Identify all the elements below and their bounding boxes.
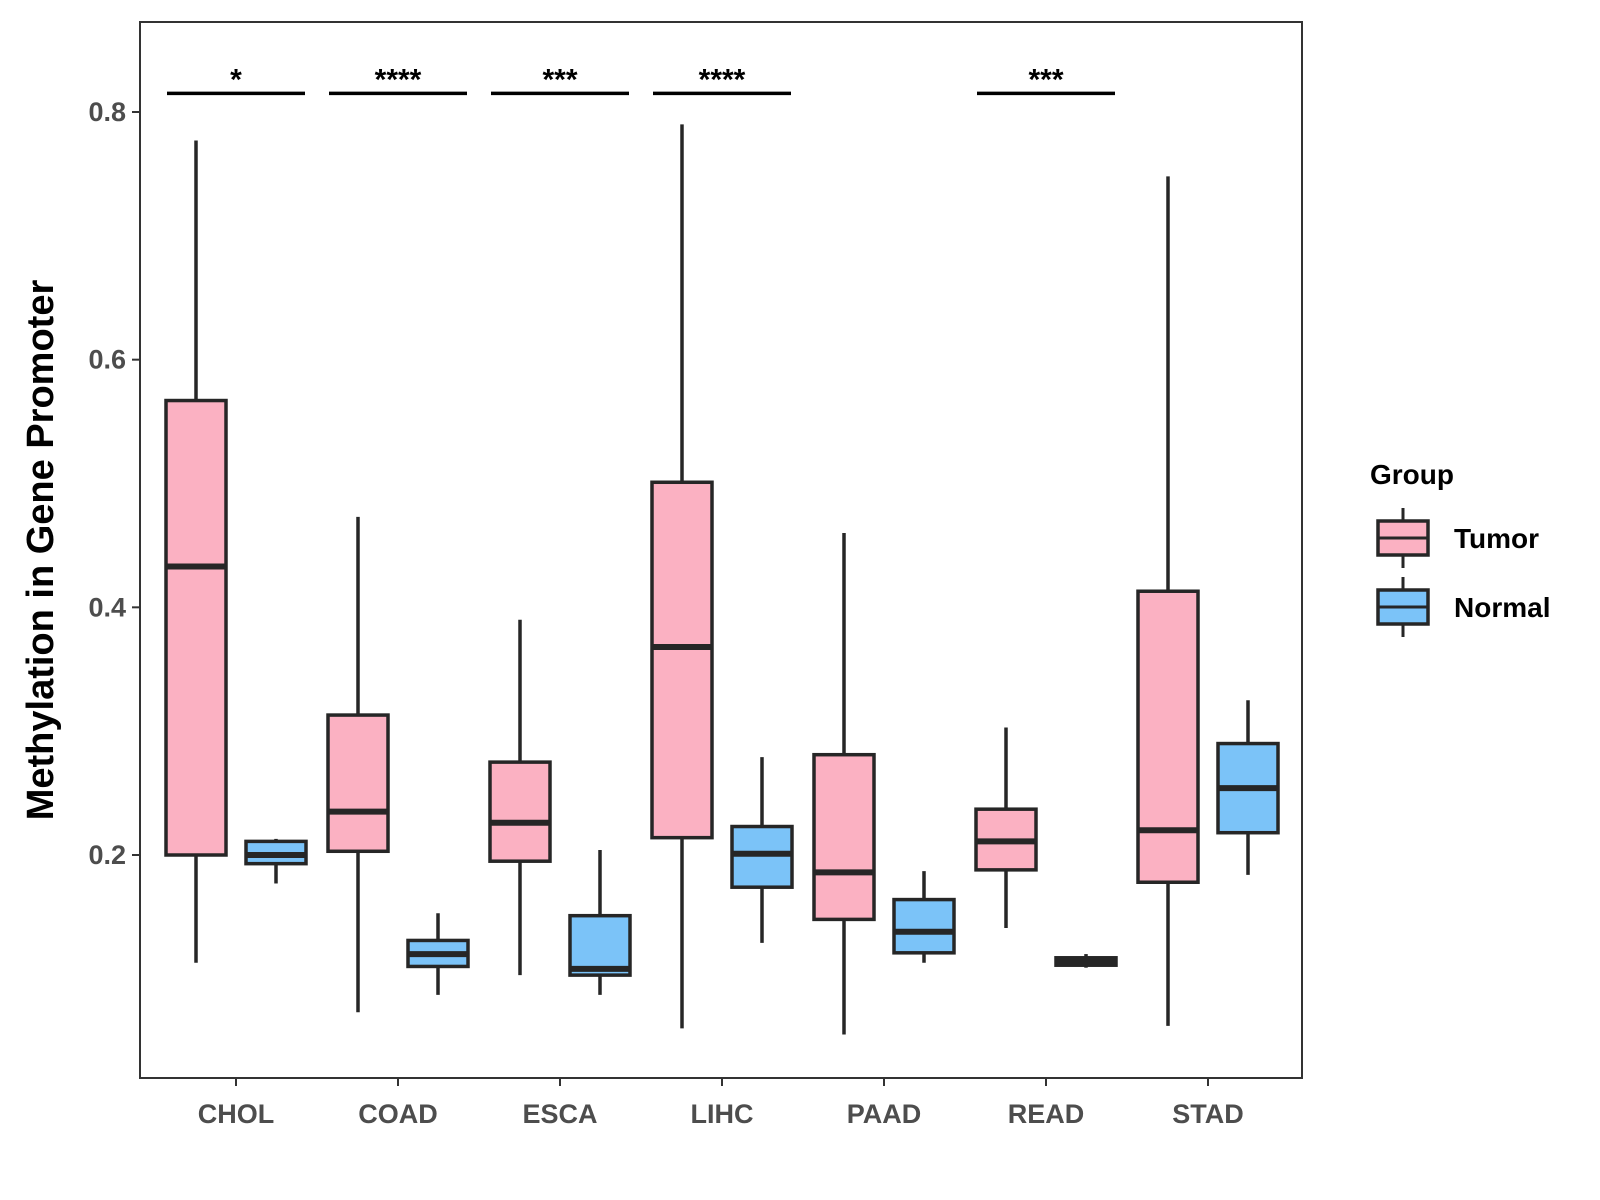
x-tick-label: STAD bbox=[1172, 1099, 1244, 1129]
boxes-layer bbox=[164, 124, 1280, 1035]
box-body bbox=[812, 752, 876, 922]
x-tick-label: COAD bbox=[358, 1099, 438, 1129]
y-axis: 0.2 0.4 0.6 0.8 bbox=[88, 97, 140, 870]
box-body bbox=[650, 480, 714, 840]
y-axis-title: Methylation in Gene Promoter bbox=[20, 280, 62, 821]
legend-label: Tumor bbox=[1454, 523, 1539, 554]
x-tick-label: ESCA bbox=[522, 1099, 597, 1129]
x-tick-label: LIHC bbox=[691, 1099, 754, 1129]
box-body bbox=[568, 913, 632, 977]
significance-label: *** bbox=[542, 63, 577, 96]
box-body bbox=[164, 398, 228, 857]
box-normal-paad bbox=[892, 871, 956, 963]
y-tick-label: 0.4 bbox=[88, 592, 126, 622]
box-body bbox=[326, 713, 390, 854]
box-tumor-stad bbox=[1136, 176, 1200, 1026]
significance-label: **** bbox=[699, 63, 746, 96]
panel-border bbox=[139, 21, 1303, 1079]
box-tumor-lihc bbox=[650, 124, 714, 1029]
x-axis: CHOL COAD ESCA LIHC PAAD READ STAD bbox=[198, 1078, 1244, 1129]
legend-entry-normal: Normal bbox=[1376, 577, 1550, 637]
box-tumor-paad bbox=[812, 533, 876, 1035]
box-normal-esca bbox=[568, 850, 632, 995]
box-normal-chol bbox=[244, 838, 308, 884]
box-tumor-coad bbox=[326, 516, 390, 1013]
legend: Group Tumor Normal bbox=[1370, 459, 1550, 637]
box-normal-read bbox=[1054, 954, 1118, 968]
box-tumor-read bbox=[974, 727, 1038, 929]
x-tick-label: CHOL bbox=[198, 1099, 275, 1129]
box-body bbox=[730, 824, 794, 889]
box-normal-stad bbox=[1216, 700, 1280, 875]
x-tick-label: PAAD bbox=[847, 1099, 922, 1129]
legend-entry-tumor: Tumor bbox=[1376, 508, 1539, 568]
y-tick-label: 0.2 bbox=[88, 840, 126, 870]
box-body bbox=[488, 760, 552, 863]
significance-layer: * **** *** **** *** bbox=[167, 63, 1115, 96]
box-normal-lihc bbox=[730, 757, 794, 943]
significance-label: *** bbox=[1028, 63, 1063, 96]
box-body bbox=[892, 897, 956, 955]
significance-label: **** bbox=[375, 63, 422, 96]
legend-entries: Tumor Normal bbox=[1376, 508, 1550, 637]
legend-label: Normal bbox=[1454, 592, 1550, 623]
box-tumor-chol bbox=[164, 140, 228, 963]
legend-title: Group bbox=[1370, 459, 1454, 490]
y-tick-label: 0.8 bbox=[88, 97, 126, 127]
x-tick-label: READ bbox=[1008, 1099, 1085, 1129]
box-tumor-esca bbox=[488, 619, 552, 976]
significance-label: * bbox=[230, 63, 242, 96]
box-body bbox=[1136, 589, 1200, 884]
box-normal-coad bbox=[406, 913, 470, 995]
y-tick-label: 0.6 bbox=[88, 345, 126, 375]
